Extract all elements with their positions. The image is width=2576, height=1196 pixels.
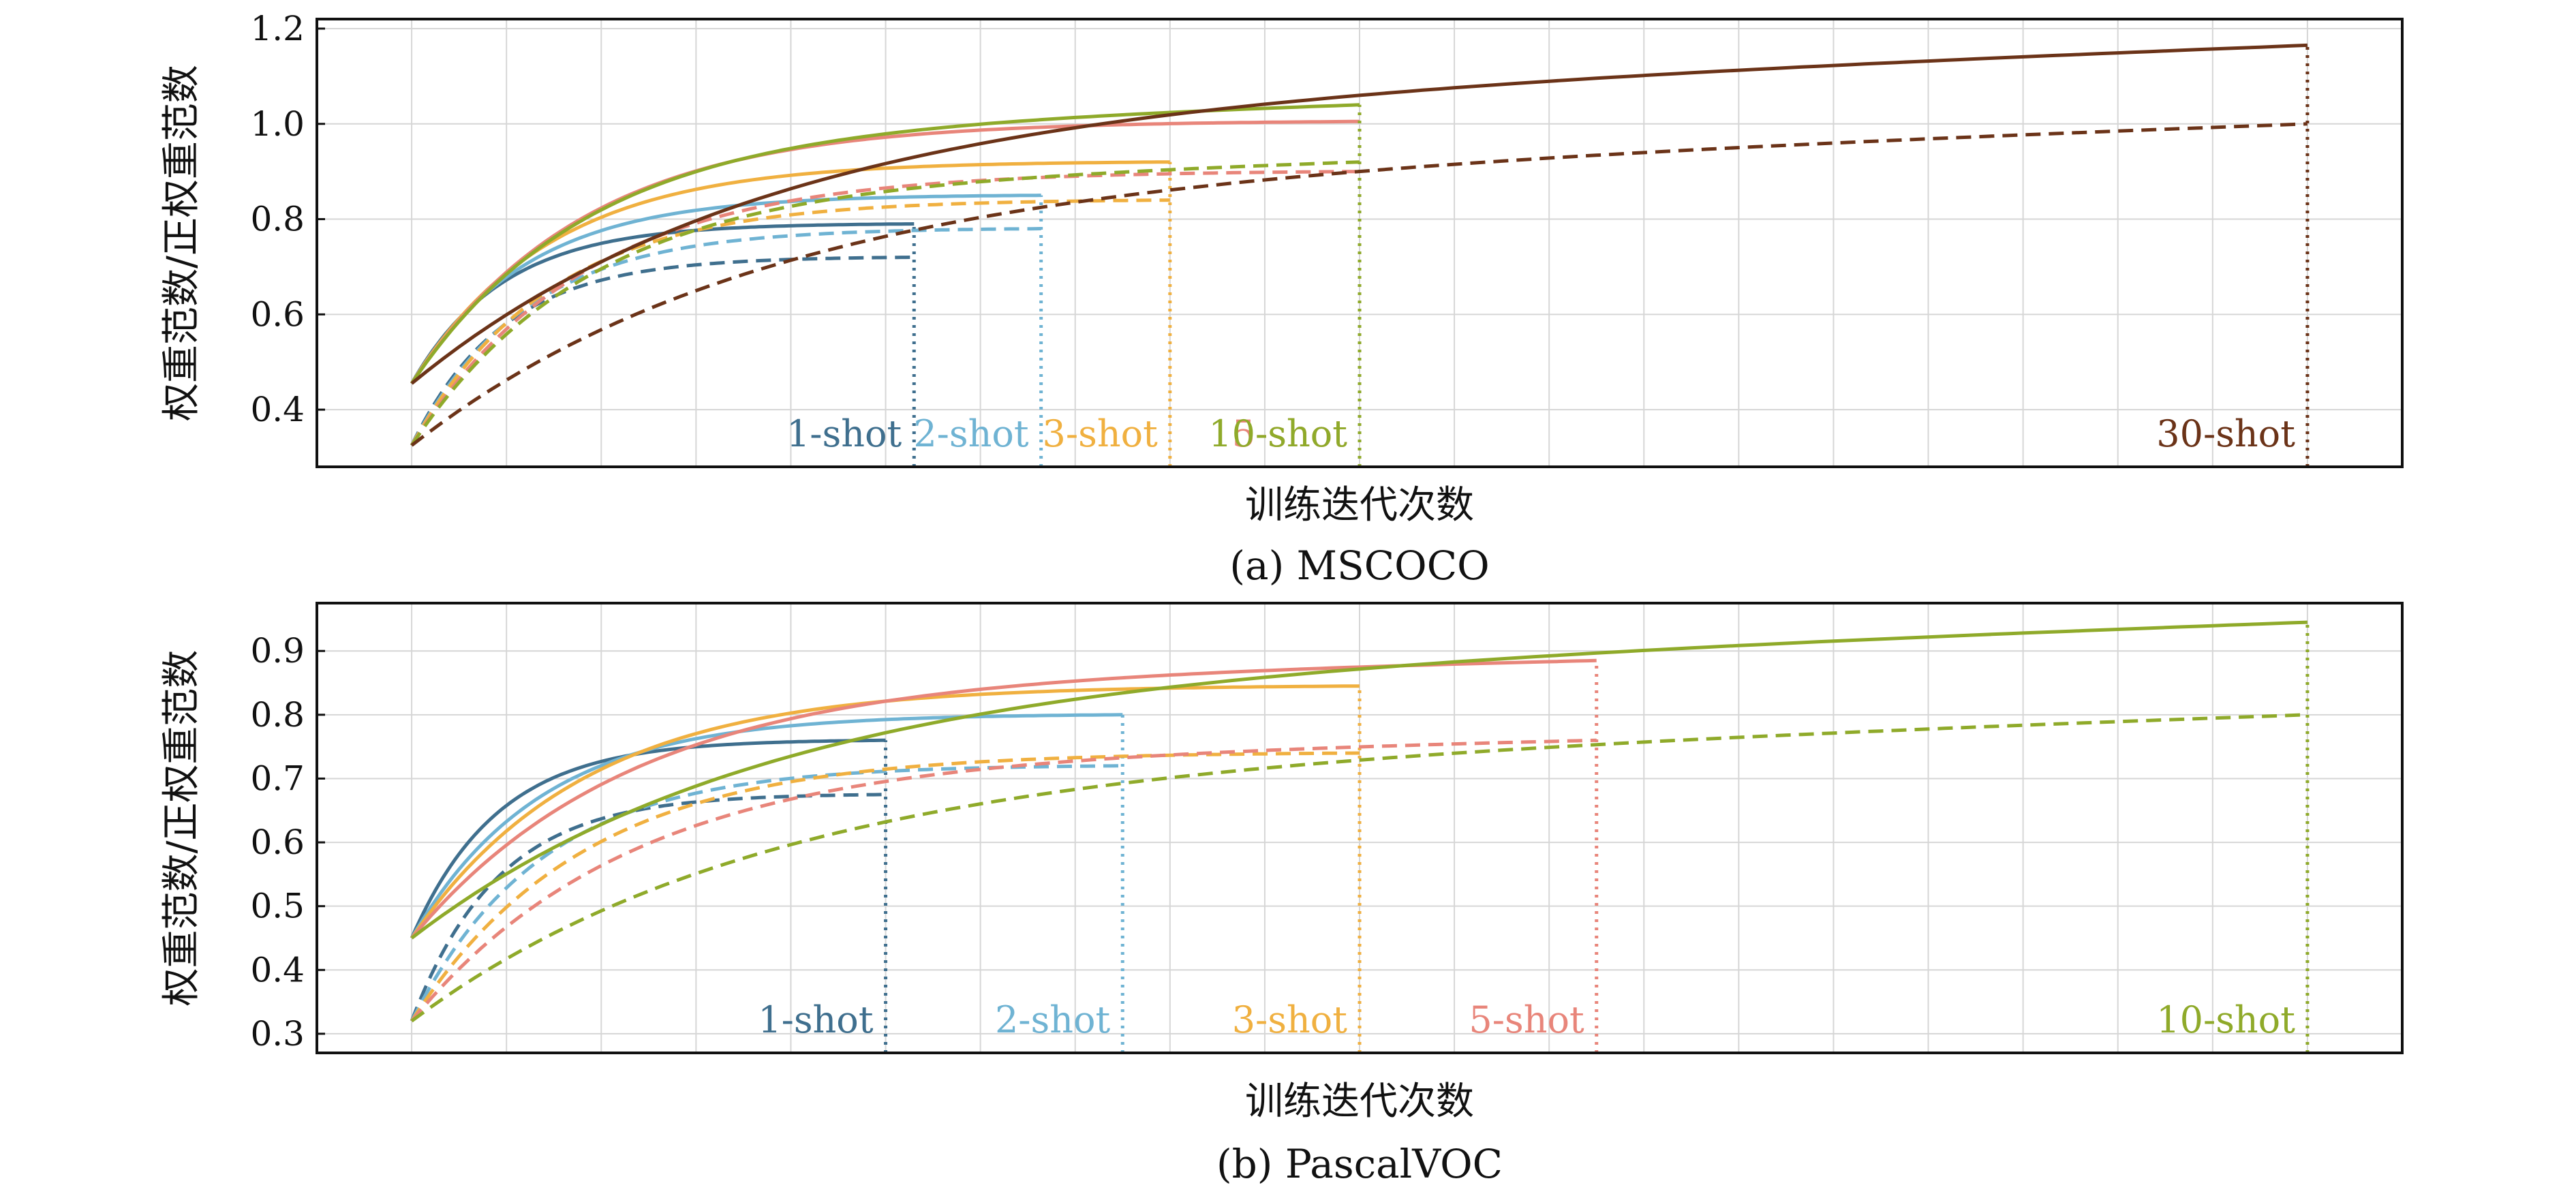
series-label: 10-shot: [1208, 412, 1347, 455]
series-label: 5-shot: [1232, 412, 1348, 455]
grid-pascalvoc: [317, 603, 2402, 1053]
series-line-dashed: [410, 751, 1360, 1022]
y-axis-label-mscoco: 权重范数/正权重范数: [159, 65, 204, 421]
series-line-solid: [410, 43, 2307, 385]
series-line-dashed: [410, 764, 1123, 1022]
y-tick-label: 1.2: [250, 9, 305, 48]
y-tick-label: 0.3: [250, 1014, 305, 1054]
series-label: 1-shot: [758, 998, 874, 1041]
series-line-dashed: [410, 713, 2307, 1023]
plot-frame-mscoco: [316, 18, 2404, 468]
series-label: 10-shot: [2156, 998, 2295, 1041]
series-label: 3-shot: [1043, 412, 1159, 455]
series-line-dashed: [410, 738, 1597, 1022]
series-line-solid: [410, 713, 1123, 939]
plot-frame-pascalvoc: [316, 602, 2404, 1054]
series-line-solid: [410, 194, 1041, 385]
series-label: 1-shot: [786, 412, 902, 455]
x-axis-label-mscoco: 训练迭代次数: [1245, 483, 1474, 527]
series-label: 2-shot: [913, 412, 1029, 455]
series-line-solid: [410, 738, 886, 939]
series-label: 30-shot: [2156, 412, 2295, 455]
y-tick-label: 0.4: [250, 950, 305, 990]
y-ticks-pascalvoc: 0.3 0.4 0.5 0.6 0.7 0.8 0.9: [250, 631, 325, 1054]
series-label: 5-shot: [1469, 998, 1584, 1041]
panel-pascalvoc: 1-shot 2-shot 3-shot 5-shot 10-shot 0.30.40.…: [159, 602, 2404, 1187]
series-label: 3-shot: [1232, 998, 1348, 1041]
y-axis-label-pascalvoc: 权重范数/正权重范数: [159, 650, 204, 1007]
y-tick-label: 0.6: [250, 294, 305, 334]
y-ticks-mscoco: 0.4 0.6 0.8 1.0 1.2: [250, 9, 325, 429]
y-tick-label: 0.9: [250, 631, 305, 671]
y-tick-label: 0.8: [250, 200, 305, 239]
y-tick-label: 0.8: [250, 695, 305, 735]
y-tick-label: 0.6: [250, 823, 305, 862]
y-tick-label: 0.7: [250, 758, 305, 798]
grid-mscoco: [317, 19, 2402, 467]
series-line-solid: [410, 620, 2307, 940]
series-label: 2-shot: [995, 998, 1111, 1041]
caption-pascalvoc: (b) PascalVOC: [1216, 1141, 1503, 1187]
caption-mscoco: (a) MSCOCO: [1229, 542, 1489, 589]
x-axis-label-pascalvoc: 训练迭代次数: [1245, 1079, 1474, 1124]
series-group-pascalvoc: 1-shot 2-shot 3-shot 5-shot 10-shot: [410, 620, 2310, 1053]
series-line-dashed: [410, 170, 1360, 446]
y-tick-label: 1.0: [250, 104, 305, 144]
series-line-dashed: [410, 122, 2307, 447]
y-tick-label: 0.5: [250, 887, 305, 926]
series-line-dashed: [410, 160, 1360, 446]
series-line-solid: [410, 119, 1360, 385]
y-tick-label: 0.4: [250, 390, 305, 429]
